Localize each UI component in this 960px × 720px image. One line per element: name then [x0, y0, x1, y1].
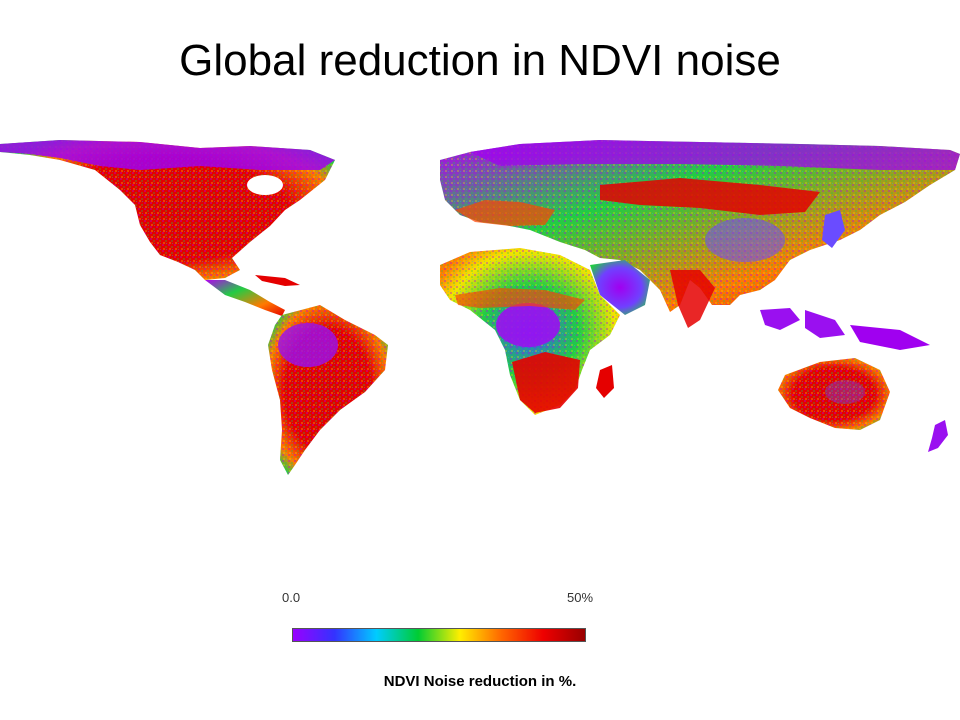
madagascar-region	[596, 365, 614, 398]
new-zealand-region	[928, 420, 948, 452]
legend-min-label: 0.0	[282, 590, 301, 605]
legend-max-label: 50%	[567, 590, 594, 605]
page-title: Global reduction in NDVI noise	[179, 36, 781, 85]
world-map	[0, 140, 960, 475]
japan-region	[822, 210, 845, 248]
central-america-region	[205, 280, 285, 316]
legend-caption: NDVI Noise reduction in %.	[383, 673, 577, 690]
legend-colorbar	[292, 628, 586, 642]
